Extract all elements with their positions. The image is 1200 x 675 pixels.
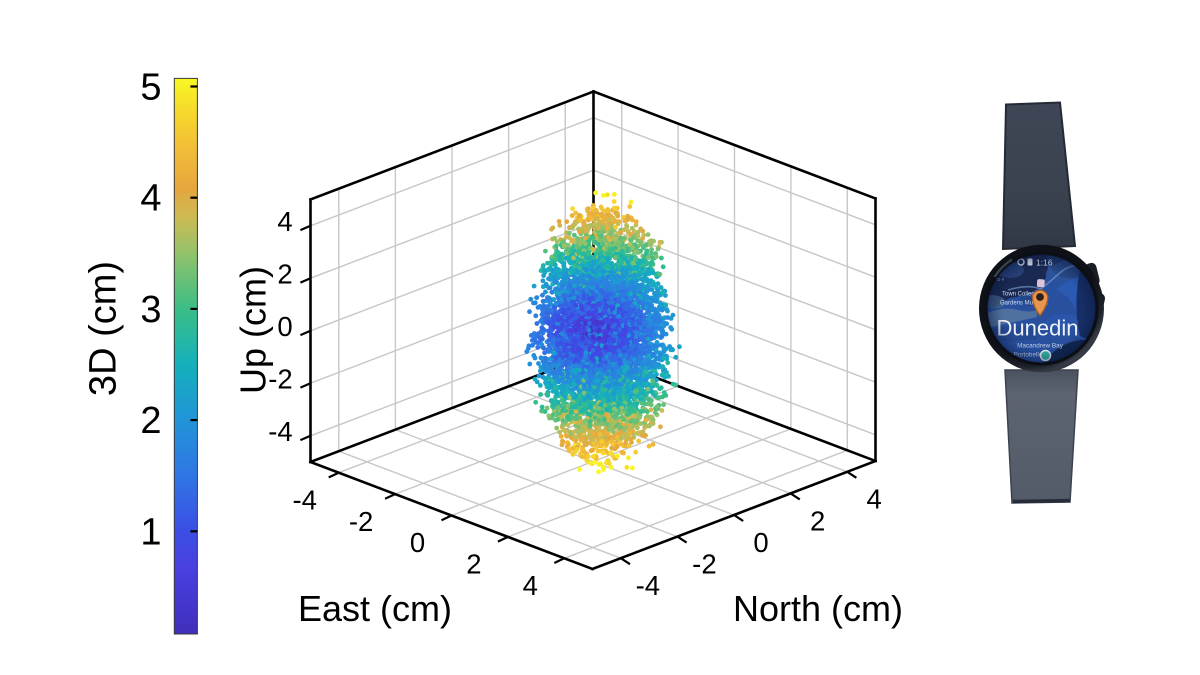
svg-text:4: 4 [523,570,538,601]
svg-text:East (cm): East (cm) [298,588,452,629]
svg-text:Up (cm): Up (cm) [233,266,274,394]
svg-text:-4: -4 [268,416,292,447]
svg-text:0: 0 [410,527,425,558]
svg-text:North (cm): North (cm) [733,588,903,629]
svg-text:1: 1 [140,511,161,553]
svg-text:-2: -2 [349,506,373,537]
svg-text:-4: -4 [636,570,660,601]
svg-text:4: 4 [140,178,161,220]
svg-text:3: 3 [140,289,161,331]
svg-text:-2: -2 [692,549,716,580]
svg-text:0: 0 [753,527,768,558]
svg-text:2: 2 [810,505,825,536]
svg-text:2: 2 [277,258,292,289]
svg-text:3D (cm): 3D (cm) [83,261,125,396]
svg-text:-4: -4 [292,484,316,515]
svg-text:0: 0 [277,311,292,342]
svg-text:-2: -2 [268,363,292,394]
svg-text:4: 4 [277,206,292,237]
svg-text:2: 2 [140,400,161,442]
svg-text:5: 5 [140,67,161,109]
svg-text:2: 2 [466,549,481,580]
svg-text:4: 4 [867,484,882,515]
